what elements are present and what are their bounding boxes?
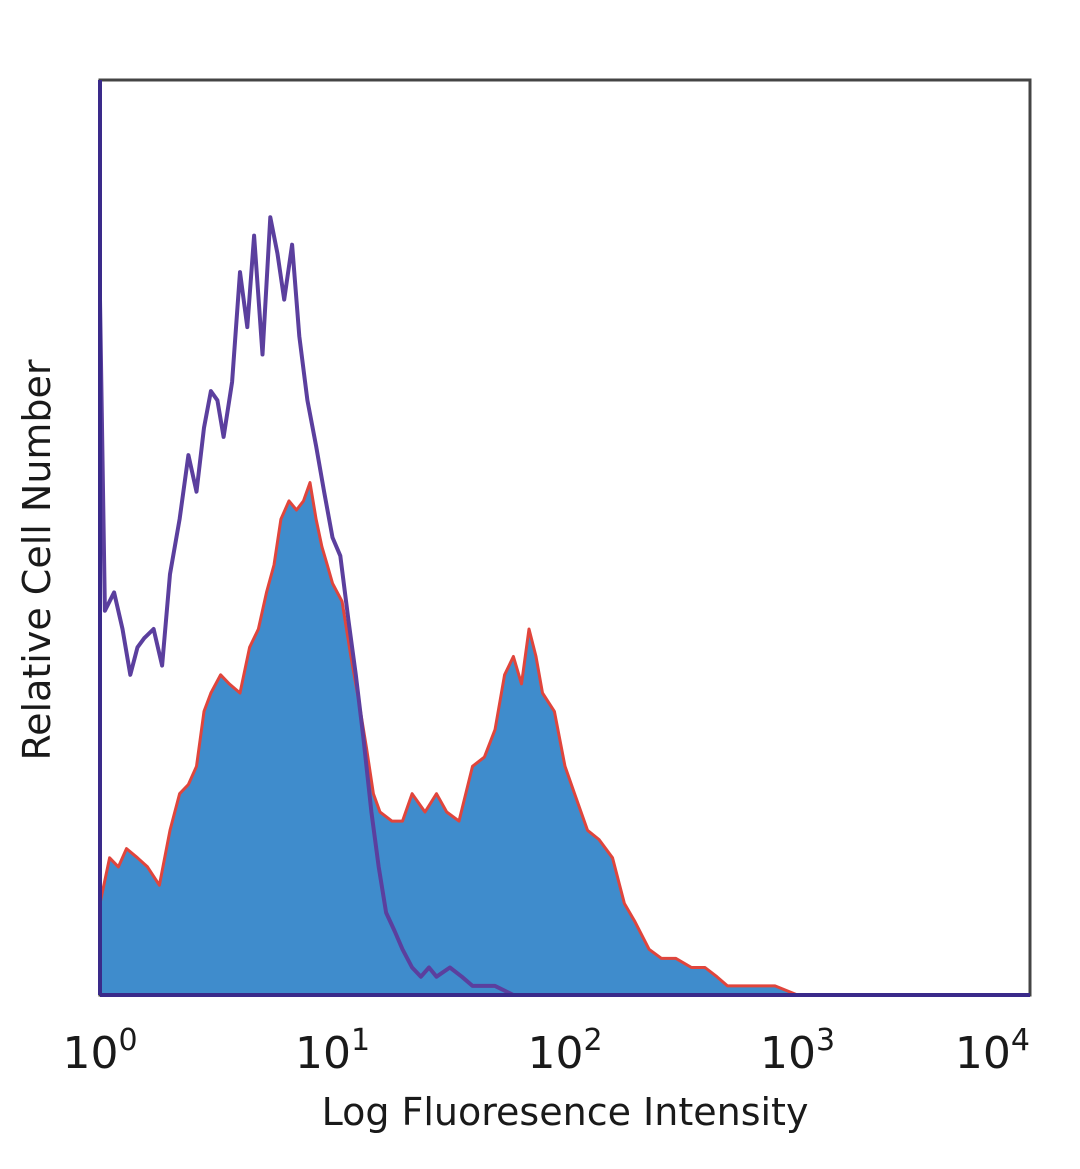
plot-area <box>98 215 1030 997</box>
outline-histogram-line <box>98 215 1030 997</box>
x-tick-exponent: 0 <box>118 1023 137 1058</box>
x-tick-label: 100 <box>62 1023 137 1079</box>
x-tick-base: 10 <box>527 1028 583 1079</box>
filled-histogram-area <box>100 482 1030 996</box>
x-tick-label: 101 <box>295 1023 370 1079</box>
x-tick-exponent: 2 <box>583 1023 602 1058</box>
x-tick-exponent: 3 <box>816 1023 835 1058</box>
x-tick-label: 104 <box>955 1023 1030 1079</box>
x-tick-exponent: 1 <box>351 1023 370 1058</box>
x-tick-label: 103 <box>760 1023 835 1079</box>
x-tick-exponent: 4 <box>1011 1023 1030 1058</box>
x-tick-base: 10 <box>295 1028 351 1079</box>
x-tick-base: 10 <box>62 1028 118 1079</box>
x-tick-base: 10 <box>955 1028 1011 1079</box>
y-axis-title: Relative Cell Number <box>15 359 59 760</box>
x-tick-base: 10 <box>760 1028 816 1079</box>
filled-histogram-outline <box>98 481 1030 997</box>
x-tick-label: 102 <box>527 1023 602 1079</box>
x-axis-title: Log Fluoresence Intensity <box>322 1090 809 1134</box>
x-tick-labels: 100 101 102 103 104 <box>62 1023 1030 1079</box>
